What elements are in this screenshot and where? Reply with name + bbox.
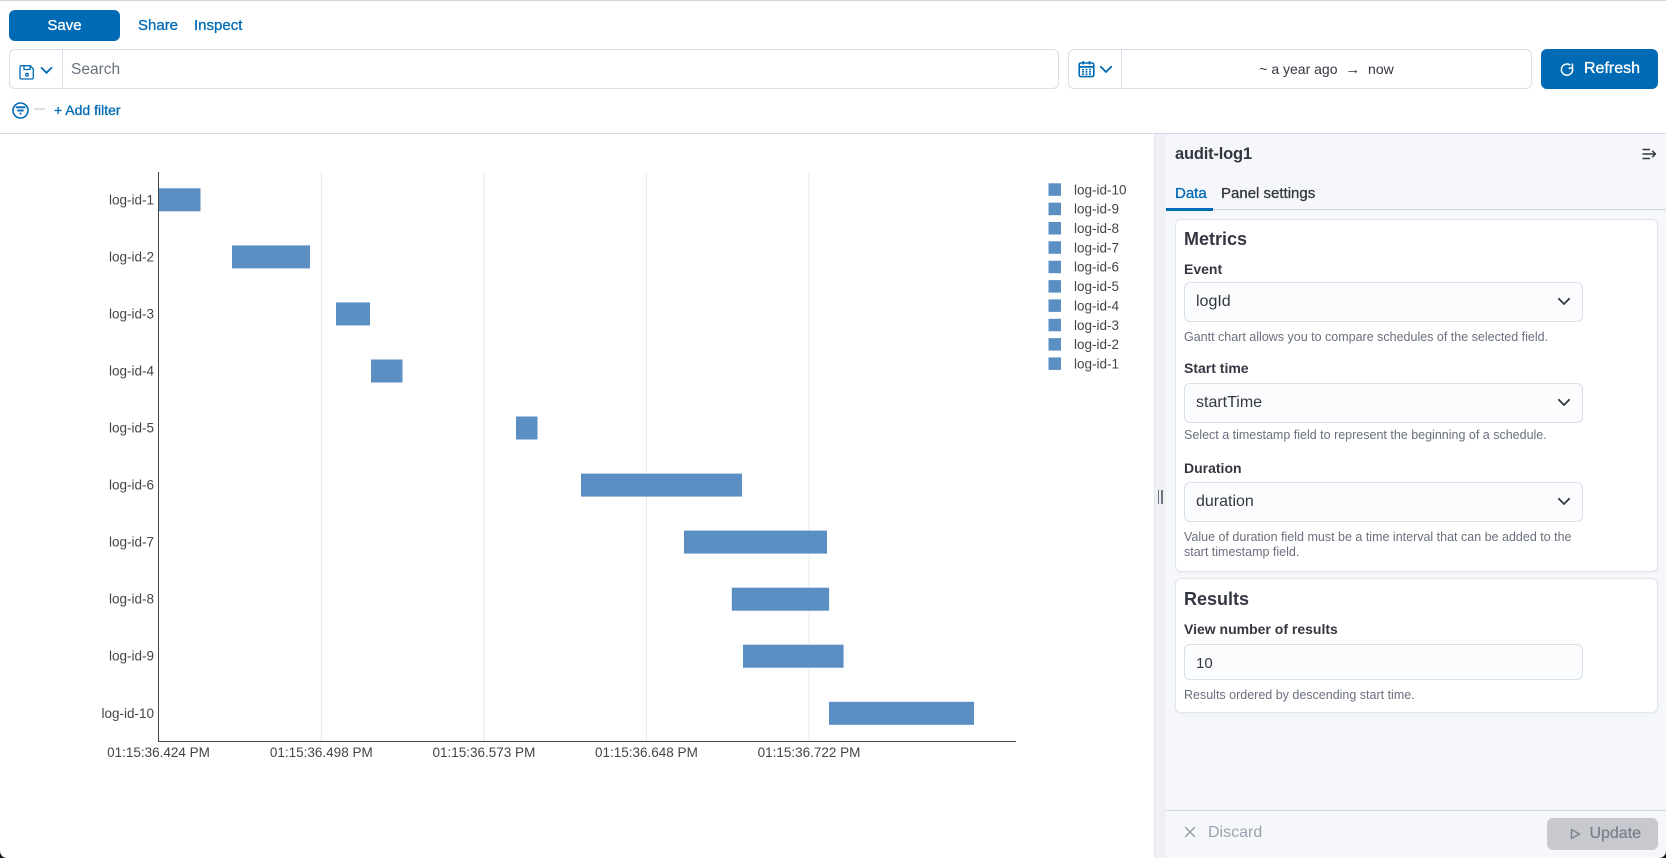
svg-text:01:15:36.573 PM: 01:15:36.573 PM <box>432 745 535 760</box>
svg-text:log-id-4: log-id-4 <box>1074 298 1120 313</box>
svg-text:log-id-2: log-id-2 <box>109 249 154 264</box>
svg-text:01:15:36.498 PM: 01:15:36.498 PM <box>270 745 373 760</box>
svg-text:log-id-4: log-id-4 <box>109 364 155 379</box>
svg-text:log-id-3: log-id-3 <box>109 306 154 321</box>
svg-text:log-id-3: log-id-3 <box>1074 318 1119 333</box>
svg-text:log-id-5: log-id-5 <box>109 421 154 436</box>
svg-text:log-id-7: log-id-7 <box>1074 240 1119 255</box>
svg-text:log-id-5: log-id-5 <box>1074 279 1119 294</box>
svg-text:log-id-6: log-id-6 <box>1074 260 1119 275</box>
svg-text:log-id-10: log-id-10 <box>1074 182 1127 197</box>
svg-text:log-id-2: log-id-2 <box>1074 337 1119 352</box>
svg-text:log-id-10: log-id-10 <box>101 706 154 721</box>
svg-text:log-id-6: log-id-6 <box>109 478 154 493</box>
svg-text:log-id-8: log-id-8 <box>1074 221 1119 236</box>
svg-text:log-id-1: log-id-1 <box>1074 356 1119 371</box>
svg-text:log-id-1: log-id-1 <box>109 192 154 207</box>
svg-text:01:15:36.424 PM: 01:15:36.424 PM <box>107 745 210 760</box>
svg-text:01:15:36.648 PM: 01:15:36.648 PM <box>595 745 698 760</box>
svg-text:log-id-9: log-id-9 <box>1074 202 1119 217</box>
svg-text:log-id-9: log-id-9 <box>109 649 154 664</box>
svg-text:01:15:36.722 PM: 01:15:36.722 PM <box>758 745 861 760</box>
svg-text:log-id-7: log-id-7 <box>109 535 154 550</box>
svg-text:log-id-8: log-id-8 <box>109 592 154 607</box>
